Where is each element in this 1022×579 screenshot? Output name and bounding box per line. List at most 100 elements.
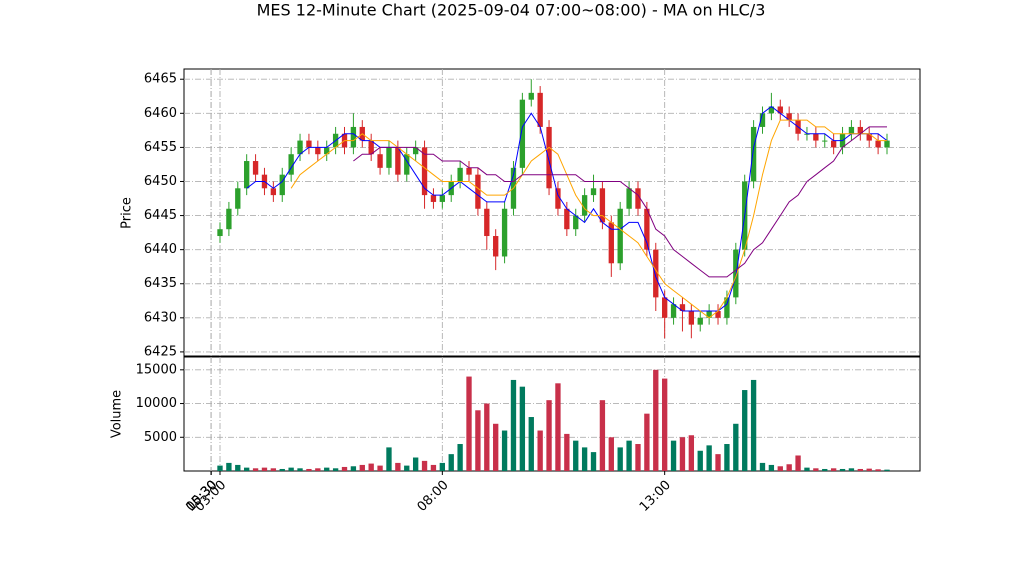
volume-bar <box>581 447 588 471</box>
y-tick-label: 6435 <box>144 276 177 291</box>
volume-bar <box>617 447 623 471</box>
volume-bar <box>252 468 259 471</box>
candle-body <box>377 154 383 168</box>
candle-body <box>875 140 881 148</box>
volume-bar <box>626 440 632 471</box>
volume-bar <box>724 444 730 471</box>
candle-body <box>697 317 703 325</box>
volume-bar <box>830 468 837 471</box>
y-tick-label: 6445 <box>144 208 177 223</box>
y-tick-label: 6455 <box>144 140 177 155</box>
volume-bar <box>804 467 810 471</box>
candle-body <box>466 167 472 175</box>
candle-body <box>404 154 410 175</box>
candle-body <box>324 147 330 155</box>
volume-bar <box>848 468 855 471</box>
volume-bar <box>395 462 401 471</box>
chart-title: MES 12-Minute Chart (2025-09-04 07:00~08… <box>257 1 766 20</box>
volume-bar <box>430 464 437 471</box>
volume-bar <box>439 462 446 471</box>
y-tick-label: 6440 <box>144 242 177 257</box>
candle-body <box>306 140 312 148</box>
volume-bar <box>341 466 348 471</box>
candle-body <box>750 126 757 182</box>
volume-bar <box>795 455 801 471</box>
candle-body <box>412 147 419 155</box>
volume-bar <box>261 467 268 471</box>
volume-bar <box>457 444 463 471</box>
volume-bar <box>235 464 241 471</box>
candle-body <box>644 208 650 250</box>
volume-bar <box>670 440 677 471</box>
candle-body <box>493 236 499 257</box>
candle-body <box>430 195 437 202</box>
candle-body <box>528 92 534 100</box>
volume-bar <box>510 379 517 471</box>
volume-bar <box>822 468 828 471</box>
volume-bar <box>386 447 392 471</box>
volume-bar <box>466 376 472 471</box>
price-panel <box>183 68 921 357</box>
volume-bar <box>599 400 606 471</box>
volume-bar <box>635 444 641 471</box>
candle-body <box>564 208 570 230</box>
volume-bar <box>412 457 419 471</box>
volume-bar <box>884 469 890 471</box>
candle-body <box>688 311 695 325</box>
candle-body <box>288 154 294 175</box>
candle-body <box>297 140 303 155</box>
y-tick-label: 6460 <box>144 106 177 121</box>
volume-bar <box>661 378 668 471</box>
candle-body <box>848 126 855 134</box>
candle-body <box>368 140 374 155</box>
volume-bar <box>270 468 277 471</box>
candle-body <box>866 133 872 141</box>
y-tick-label: 6430 <box>144 310 177 325</box>
volume-tick-label: 5000 <box>144 430 177 445</box>
candle-body <box>759 113 766 127</box>
candle-body <box>661 297 668 318</box>
candle-body <box>386 147 392 168</box>
ma-line <box>353 126 887 278</box>
volume-bar <box>688 435 695 471</box>
candle-body <box>484 208 490 237</box>
candle-body <box>706 311 712 318</box>
candle-body <box>279 174 285 196</box>
volume-bar <box>573 440 579 471</box>
volume-bar <box>813 468 819 471</box>
volume-bar <box>875 469 881 471</box>
x-tick-label: 08:00 <box>415 478 452 515</box>
candle-body <box>395 147 401 175</box>
volume-bar <box>421 460 428 471</box>
x-tick-label: 13:00 <box>637 478 674 515</box>
candle-body <box>617 208 623 264</box>
volume-bar <box>377 465 383 471</box>
candle-body <box>315 147 321 155</box>
volume-bar <box>475 410 481 471</box>
volume-bar <box>217 465 223 471</box>
volume-bar <box>297 468 303 471</box>
candle-body <box>715 311 721 318</box>
y-tick-label: 6450 <box>144 174 177 189</box>
candle-body <box>626 188 632 209</box>
volume-bar <box>244 467 250 471</box>
volume-bar <box>226 462 232 471</box>
volume-bar <box>839 468 846 471</box>
candle-body <box>519 99 526 168</box>
volume-bar <box>546 400 552 471</box>
candle-body <box>599 188 606 223</box>
y-tick-label: 6465 <box>144 72 177 87</box>
volume-bar <box>733 423 739 471</box>
volume-bar <box>866 468 872 471</box>
volume-bar <box>644 413 650 471</box>
candle-body <box>501 208 508 257</box>
volume-bar <box>306 468 312 471</box>
candle-body <box>822 140 828 142</box>
volume-bar <box>537 430 543 471</box>
candle-body <box>457 167 463 182</box>
volume-bar <box>742 390 748 471</box>
volume-panel <box>183 356 921 472</box>
candle-body <box>421 147 428 196</box>
candle-body <box>857 126 863 134</box>
candle-body <box>270 188 277 196</box>
